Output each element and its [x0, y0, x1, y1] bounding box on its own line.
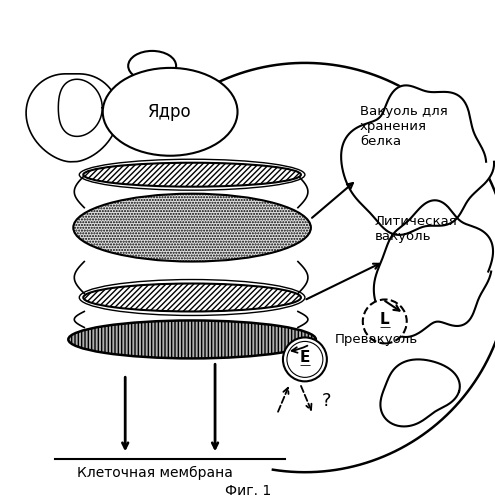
Text: Превакуоль: Превакуоль [335, 333, 418, 346]
Text: Литическая
вакуоль: Литическая вакуоль [375, 214, 457, 242]
Circle shape [287, 342, 323, 378]
Polygon shape [58, 80, 102, 136]
Text: Фиг. 1: Фиг. 1 [225, 484, 271, 498]
Text: —: — [379, 322, 391, 332]
Ellipse shape [83, 162, 301, 186]
Ellipse shape [128, 51, 176, 81]
Ellipse shape [73, 194, 311, 262]
Polygon shape [26, 74, 118, 162]
Text: Ядро: Ядро [148, 103, 192, 121]
Ellipse shape [103, 68, 238, 156]
Text: Клеточная мембрана: Клеточная мембрана [77, 466, 233, 480]
Text: ?: ? [322, 392, 332, 410]
Polygon shape [341, 86, 494, 235]
Text: L: L [380, 312, 390, 327]
Polygon shape [380, 360, 460, 426]
Text: E: E [299, 350, 310, 365]
Text: Вакуоль для
хранения
белка: Вакуоль для хранения белка [360, 105, 447, 148]
Circle shape [363, 300, 407, 344]
Polygon shape [374, 200, 493, 337]
Ellipse shape [83, 284, 301, 312]
Ellipse shape [68, 320, 316, 358]
Text: —: — [299, 360, 310, 370]
Circle shape [283, 338, 327, 382]
